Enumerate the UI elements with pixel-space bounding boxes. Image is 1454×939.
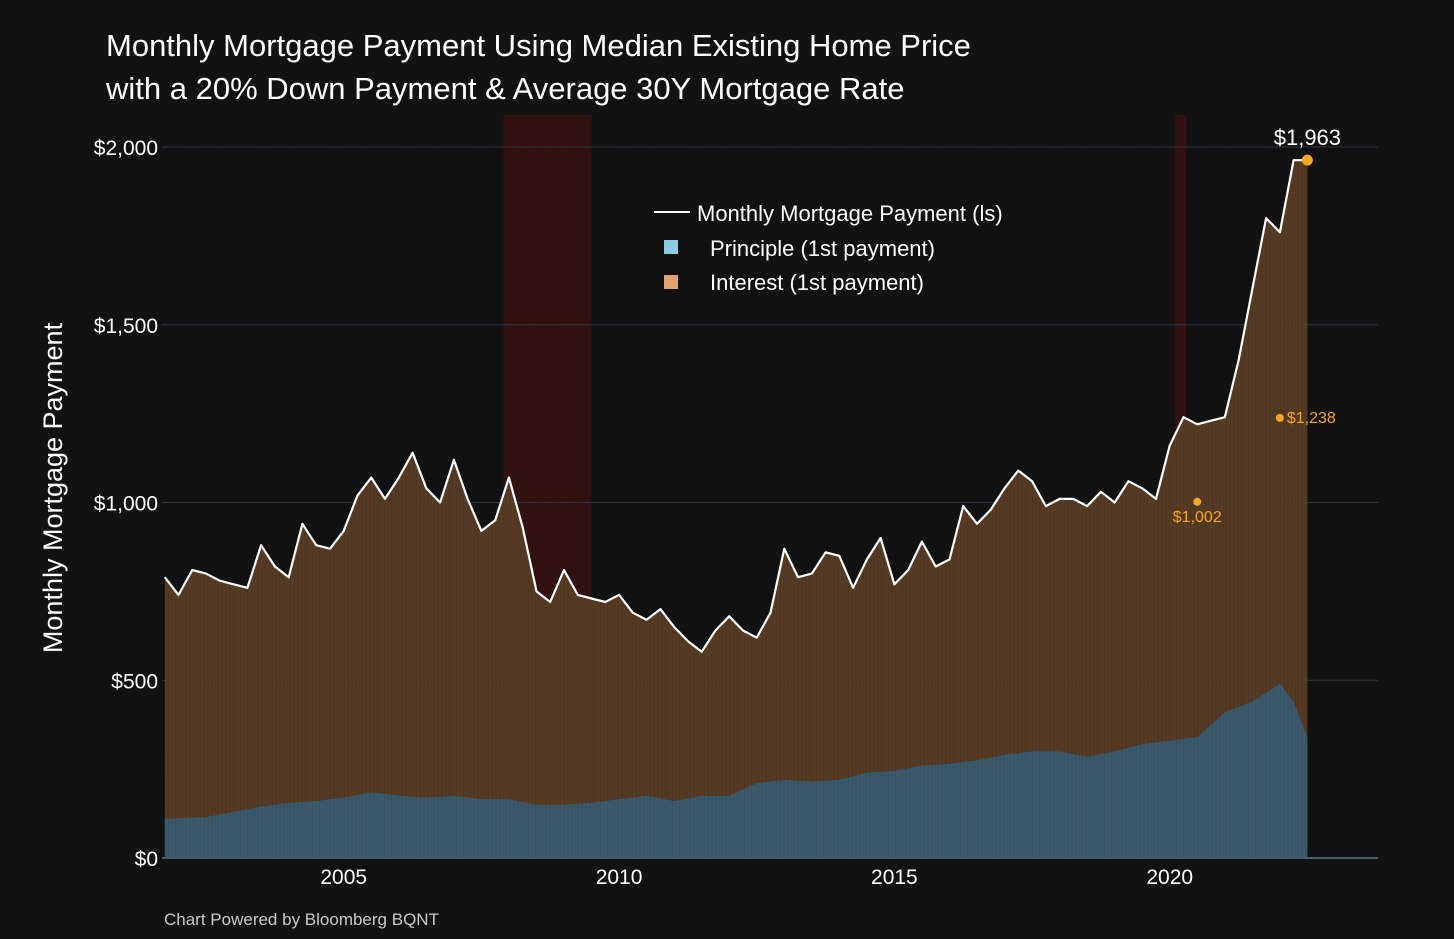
legend-item-interest: Interest (1st payment) xyxy=(710,270,924,295)
footer-credit: Chart Powered by Bloomberg BQNT xyxy=(164,910,439,929)
chart-title: Monthly Mortgage Payment Using Median Ex… xyxy=(106,24,971,110)
annotation-marker-0 xyxy=(1301,154,1313,166)
x-tick-labels: 2005 2010 2015 2020 xyxy=(320,866,1193,889)
legend-principle-swatch xyxy=(664,240,678,254)
y-tick-label-3: $1,500 xyxy=(94,315,158,338)
legend-item-payment: Monthly Mortgage Payment (ls) xyxy=(697,201,1003,226)
y-axis-label: Monthly Mortgage Payment xyxy=(38,322,68,653)
legend-interest-swatch xyxy=(664,275,678,289)
annotation-marker-2 xyxy=(1193,497,1202,506)
annotation-label-0: $1,963 xyxy=(1274,125,1341,150)
x-tick-label-1: 2010 xyxy=(596,866,643,889)
y-tick-label-1: $500 xyxy=(111,670,158,693)
chart-title-line-2: with a 20% Down Payment & Average 30Y Mo… xyxy=(106,71,905,106)
interest-area xyxy=(164,160,1308,858)
y-tick-label-0: $0 xyxy=(135,848,158,871)
y-tick-label-4: $2,000 xyxy=(94,137,158,160)
legend-item-principle: Principle (1st payment) xyxy=(710,236,935,261)
annotation-marker-1 xyxy=(1275,413,1284,422)
annotations: $1,963 $1,238 $1,002 xyxy=(1173,125,1341,526)
payment-line xyxy=(163,159,1308,653)
y-tick-labels: $0 $500 $1,000 $1,500 $2,000 xyxy=(94,137,158,871)
principle-area xyxy=(164,683,1308,858)
x-tick-label-0: 2005 xyxy=(320,866,367,889)
annotation-label-1: $1,238 xyxy=(1287,410,1336,427)
y-tick-label-2: $1,000 xyxy=(94,493,158,516)
chart-title-line-1: Monthly Mortgage Payment Using Median Ex… xyxy=(106,28,971,63)
stacked-areas xyxy=(164,160,1308,858)
x-tick-label-2: 2015 xyxy=(871,866,918,889)
legend: Monthly Mortgage Payment (ls) Principle … xyxy=(654,201,1003,295)
annotation-label-2: $1,002 xyxy=(1173,509,1222,526)
bar-stripes xyxy=(164,145,1307,858)
x-tick-label-3: 2020 xyxy=(1146,866,1193,889)
